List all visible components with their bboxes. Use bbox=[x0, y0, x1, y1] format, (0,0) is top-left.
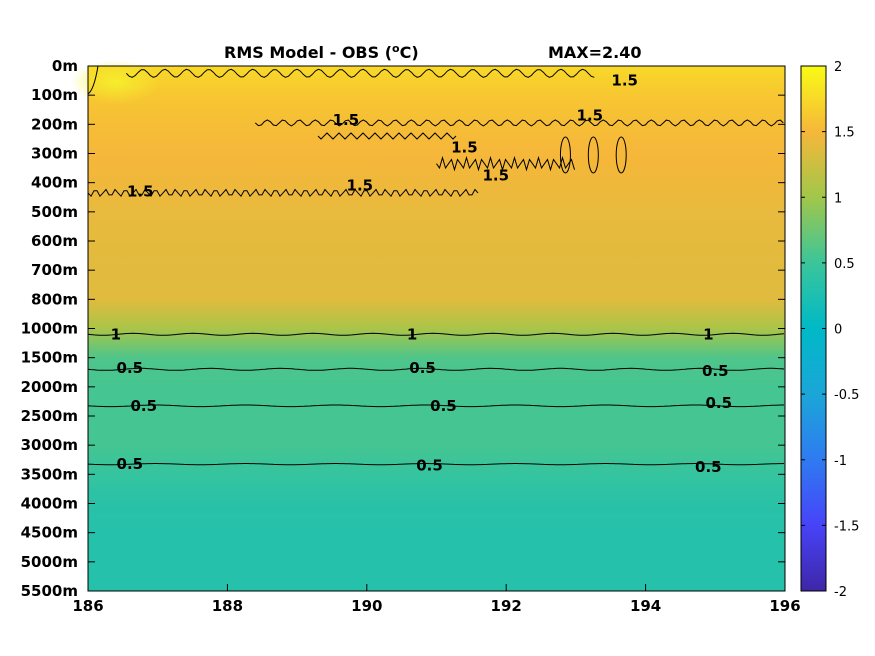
y-tick-label: 800m bbox=[31, 290, 78, 308]
colorbar-tick-label: 1 bbox=[834, 191, 842, 206]
colorbar-tick-label: -1.5 bbox=[834, 519, 859, 534]
x-tick-label: 190 bbox=[351, 597, 382, 615]
x-axis: 186 188 190 192 194 196 bbox=[72, 584, 801, 615]
x-tick-label: 194 bbox=[630, 597, 661, 615]
y-tick-label: 600m bbox=[31, 232, 78, 250]
contour-label: 0.5 bbox=[705, 394, 732, 412]
colorbar-tick-label: 2 bbox=[834, 60, 842, 75]
contour-label: 1 bbox=[407, 325, 417, 343]
y-tick-label: 100m bbox=[31, 86, 78, 104]
y-tick-label: 3000m bbox=[21, 436, 78, 454]
y-tick-label: 1000m bbox=[21, 320, 78, 338]
contour-label: 0.5 bbox=[409, 359, 436, 377]
colorbar-tick-label: -0.5 bbox=[834, 388, 859, 403]
y-tick-label: 5000m bbox=[21, 553, 78, 571]
contour-labels: 1.51.51.51.51.51.51.51 1 10.5 0.5 0.50.5 0.5 0… bbox=[111, 72, 732, 476]
y-tick-label: 4500m bbox=[21, 524, 78, 542]
contour-label: 1.5 bbox=[347, 177, 374, 195]
contour-1-5-mid bbox=[317, 132, 457, 140]
plot-area bbox=[70, 60, 785, 591]
contour-1-5-corner bbox=[87, 65, 99, 95]
x-tick-label: 192 bbox=[491, 597, 522, 615]
contour-lines bbox=[87, 65, 785, 466]
contour-label: 1.5 bbox=[333, 111, 360, 129]
colorbar-tick-label: 1.5 bbox=[834, 126, 855, 141]
y-tick-label: 300m bbox=[31, 145, 78, 163]
contour-label: 0.5 bbox=[702, 362, 729, 380]
y-tick-label: 500m bbox=[31, 203, 78, 221]
chart-max-label: MAX=2.40 bbox=[548, 43, 642, 62]
y-tick-label: 400m bbox=[31, 174, 78, 192]
y-tick-label: 4000m bbox=[21, 495, 78, 513]
contour-label: 1.5 bbox=[482, 166, 509, 184]
colorbar-tick-label: -2 bbox=[834, 585, 847, 600]
contour-1-5-loop bbox=[615, 136, 627, 174]
contour-1-5-upper bbox=[254, 119, 784, 127]
contour-label: 1.5 bbox=[451, 139, 478, 157]
colorbar-tick-label: 0.5 bbox=[834, 257, 855, 272]
contour-1-5-top bbox=[125, 68, 595, 78]
x-tick-label: 186 bbox=[72, 597, 103, 615]
colorbar: 2 1.5 1 0.5 0 -0.5 -1 -1.5 -2 bbox=[800, 60, 859, 600]
contour-1-5-loop bbox=[559, 136, 571, 174]
y-tick-label: 2500m bbox=[21, 407, 78, 425]
x-tick-label: 188 bbox=[212, 597, 243, 615]
contour-0-5-b bbox=[87, 404, 784, 408]
contour-1-5-loops bbox=[436, 155, 575, 172]
field-background bbox=[88, 66, 785, 591]
y-tick-label: 700m bbox=[31, 261, 78, 279]
contour-0-5-a bbox=[87, 367, 785, 371]
contour-label: 0.5 bbox=[695, 458, 722, 476]
y-tick-label: 1500m bbox=[21, 349, 78, 367]
colorbar-tick-label: 0 bbox=[834, 323, 842, 338]
contour-label: 1 bbox=[111, 325, 121, 343]
colorbar-tick-label: -1 bbox=[834, 454, 847, 469]
contour-1-5-loop bbox=[587, 136, 599, 174]
chart-title-main: RMS Model - OBS ( bbox=[224, 43, 392, 62]
field-hotspot bbox=[70, 60, 161, 105]
contour-1-5-lower bbox=[87, 188, 479, 198]
contour-label: 0.5 bbox=[117, 455, 144, 473]
chart-title-unit: C) bbox=[400, 43, 419, 62]
y-tick-label: 5500m bbox=[21, 582, 78, 600]
y-tick-label: 0m bbox=[52, 57, 78, 75]
chart-title-unit-superscript: o bbox=[392, 42, 400, 55]
y-tick-label: 2000m bbox=[21, 378, 78, 396]
y-tick-label: 3500m bbox=[21, 465, 78, 483]
y-axis: 0m 100m 200m 300m 400m 500m 600m 700m 800m 1000m 1… bbox=[21, 57, 785, 600]
contour-0-5-c bbox=[87, 463, 785, 466]
contour-label: 1.5 bbox=[127, 182, 154, 200]
contour-label: 1.5 bbox=[611, 72, 638, 90]
contour-label: 0.5 bbox=[416, 457, 443, 475]
contour-label: 0.5 bbox=[130, 397, 157, 415]
contour-label: 1.5 bbox=[577, 107, 604, 125]
x-tick-label: 196 bbox=[769, 597, 800, 615]
y-tick-label: 200m bbox=[31, 115, 78, 133]
contour-label: 0.5 bbox=[117, 359, 144, 377]
contour-label: 0.5 bbox=[430, 397, 457, 415]
contour-1 bbox=[87, 332, 785, 336]
chart-title: RMS Model - OBS (oC) bbox=[224, 42, 419, 62]
contour-label: 1 bbox=[703, 325, 713, 343]
